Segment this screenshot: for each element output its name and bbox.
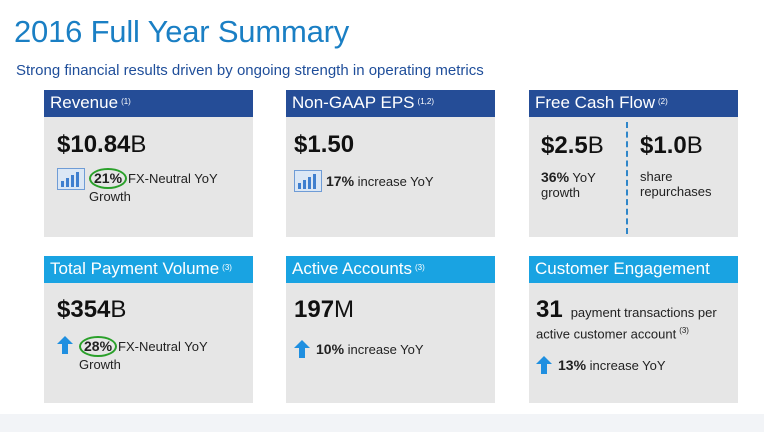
revenue-desc: FX-Neutral YoY [128,171,218,186]
fcf-label: Free Cash Flow [535,93,655,112]
tpv-desc: FX-Neutral YoY [118,339,208,354]
eps-card: Non-GAAP EPS (1,2) $1.50 17% increase YoY [286,90,495,237]
eps-desc: increase YoY [357,174,434,189]
revenue-card: Revenue (1) $10.84B 21% FX-Neutral YoY Gro… [44,90,253,237]
fcf-right-desc-2: repurchases [640,184,712,199]
page-subtitle: Strong financial results driven by ongoi… [16,62,484,79]
tpv-note: (3) [222,263,232,272]
eps-note: (1,2) [417,97,434,106]
up-arrow-icon [57,336,73,354]
fcf-divider [626,122,628,234]
accounts-pct: 10% [316,341,345,357]
revenue-value: $10.84B [57,131,147,158]
eps-growth: 17% increase YoY [294,170,495,192]
page-title: 2016 Full Year Summary [14,14,350,49]
eps-value: $1.50 [294,131,355,158]
fcf-left-desc-2: growth [541,185,581,200]
revenue-desc-2: Growth [89,189,131,204]
bottom-band [0,414,764,432]
eps-label: Non-GAAP EPS [292,93,415,112]
accounts-growth: 10% increase YoY [294,340,495,358]
accounts-card-header: Active Accounts (3) [286,256,495,283]
accounts-value: 197M [294,296,355,323]
engagement-note: (3) [679,326,689,335]
revenue-pct: 21% [89,168,128,189]
accounts-card: Active Accounts (3) 197M 10% increase YoY [286,256,495,403]
eps-card-header: Non-GAAP EPS (1,2) [286,90,495,117]
engagement-card: Customer Engagement 31 payment transacti… [529,256,738,403]
fcf-card: Free Cash Flow (2) $2.5B 36% YoY growth $… [529,90,738,237]
tpv-value: $354B [57,296,127,323]
fcf-pct: 36% [541,169,570,185]
fcf-card-header: Free Cash Flow (2) [529,90,738,117]
engagement-value: 31 [536,296,563,323]
engagement-increase: increase YoY [589,358,666,374]
fcf-left-value: $2.5B [541,132,604,159]
up-arrow-icon [536,356,552,375]
revenue-label: Revenue [50,93,119,112]
engagement-label: Customer Engagement [535,259,710,278]
revenue-growth: 21% FX-Neutral YoY Growth [57,168,253,204]
tpv-growth: 28% FX-Neutral YoY Growth [57,336,253,372]
fcf-left-desc: YoY [572,170,596,185]
fcf-note: (2) [657,97,668,106]
tpv-label: Total Payment Volume [50,259,220,278]
engagement-growth: 13% increase YoY [536,356,738,375]
engagement-pct: 13% [558,357,587,374]
accounts-note: (3) [415,263,425,272]
up-arrow-icon [294,340,310,358]
accounts-desc: increase YoY [347,342,424,357]
tpv-pct: 28% [79,336,118,357]
accounts-label: Active Accounts [292,259,413,278]
revenue-note: (1) [121,97,131,106]
fcf-right-value: $1.0B [640,132,703,159]
fcf-right-desc: share [640,169,673,184]
tpv-desc-2: Growth [79,357,121,372]
bar-chart-icon [294,170,322,192]
tpv-card-header: Total Payment Volume (3) [44,256,253,283]
engagement-card-header: Customer Engagement [529,256,738,283]
bar-chart-icon [57,168,85,190]
engagement-desc: payment transactions per [570,305,717,320]
revenue-card-header: Revenue (1) [44,90,253,117]
engagement-desc-2: active customer account [536,326,677,342]
tpv-card: Total Payment Volume (3) $354B 28% FX-Neut… [44,256,253,403]
eps-pct: 17% [326,173,355,189]
